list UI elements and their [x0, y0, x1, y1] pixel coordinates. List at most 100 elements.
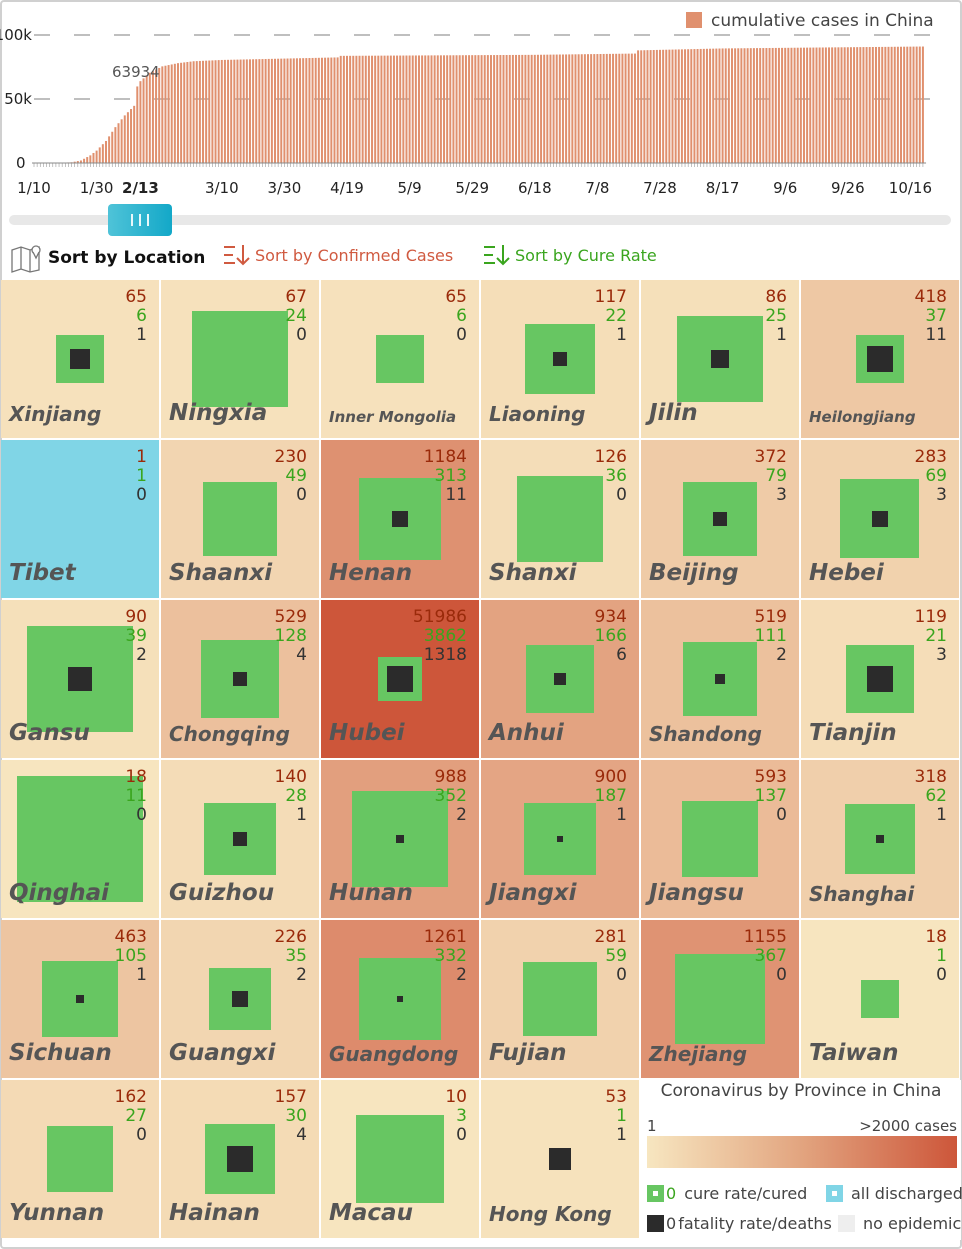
legend-min: 1 [647, 1117, 657, 1135]
x-tick-label: 8/17 [706, 179, 740, 197]
province-counts: 593 137 0 [755, 768, 787, 825]
bar [358, 55, 361, 163]
bar [402, 55, 405, 163]
bar [893, 46, 896, 163]
province-cell[interactable]: 1 1 0 Tibet [1, 440, 159, 598]
fatality-rate-square [232, 991, 248, 1007]
province-cell[interactable]: 529 128 4 Chongqing [161, 600, 319, 758]
province-counts: 283 69 3 [915, 448, 947, 505]
province-name: Hunan [329, 880, 413, 906]
bar [546, 54, 549, 163]
sort-by-confirmed-button[interactable]: Sort by Confirmed Cases [223, 243, 453, 267]
province-cell[interactable]: 90 39 2 Gansu [1, 600, 159, 758]
deaths-count: 0 [936, 965, 947, 985]
province-cell[interactable]: 281 59 0 Fujian [481, 920, 639, 1078]
province-cell[interactable]: 157 30 4 Hainan [161, 1080, 319, 1238]
cured-count: 39 [125, 626, 147, 646]
bar [815, 47, 818, 163]
sort-descending-icon [224, 245, 250, 266]
bar [887, 46, 890, 163]
province-cell[interactable]: 18 11 0 Qinghai [1, 760, 159, 918]
bar [571, 54, 574, 163]
province-cell[interactable]: 230 49 0 Shaanxi [161, 440, 319, 598]
bar [317, 57, 320, 163]
province-cell[interactable]: 519 111 2 Shandong [641, 600, 799, 758]
bar [308, 58, 311, 163]
bar [374, 55, 377, 163]
bar [862, 47, 865, 164]
province-cell[interactable]: 463 105 1 Sichuan [1, 920, 159, 1078]
province-cell[interactable]: 119 21 3 Tianjin [801, 600, 959, 758]
bar [486, 55, 489, 164]
cured-count: 1 [616, 1106, 627, 1126]
bar [652, 50, 655, 164]
bar [274, 58, 277, 163]
bar [117, 123, 120, 163]
x-tick-label: 3/30 [268, 179, 302, 197]
bar [846, 47, 849, 163]
bar [346, 55, 348, 164]
cured-count: 1 [936, 946, 947, 966]
bar [790, 47, 793, 163]
province-cell[interactable]: 65 6 1 Xinjiang [1, 280, 159, 438]
bar [389, 55, 392, 163]
bar [612, 53, 615, 164]
deaths-count: 0 [616, 485, 627, 505]
bar [737, 48, 740, 163]
x-tick-label: 7/28 [643, 179, 677, 197]
province-cell[interactable]: 10 3 0 Macau [321, 1080, 479, 1238]
province-cell[interactable]: 67 24 0 Ningxia [161, 280, 319, 438]
fatality-rate-square [68, 667, 92, 691]
province-cell[interactable]: 418 37 11 Heilongjiang [801, 280, 959, 438]
bar [311, 57, 314, 163]
bar [740, 48, 743, 164]
bar [302, 58, 305, 163]
province-cell[interactable]: 1155 367 0 Zhejiang [641, 920, 799, 1078]
province-cell[interactable]: 934 166 6 Anhui [481, 600, 639, 758]
bar [208, 60, 211, 164]
date-slider-track[interactable] [9, 215, 951, 225]
province-cell[interactable]: 593 137 0 Jiangsu [641, 760, 799, 918]
deaths-count: 0 [136, 805, 147, 825]
bar [399, 55, 402, 163]
province-cell[interactable]: 86 25 1 Jilin [641, 280, 799, 438]
province-cell[interactable]: 1261 332 2 Guangdong [321, 920, 479, 1078]
deaths-count: 1 [616, 325, 627, 345]
province-cell[interactable]: 283 69 3 Hebei [801, 440, 959, 598]
province-cell[interactable]: 53 1 1 Hong Kong [481, 1080, 639, 1238]
bar [511, 54, 514, 163]
province-cell[interactable]: 18 1 0 Taiwan [801, 920, 959, 1078]
bar [349, 55, 352, 163]
province-cell[interactable]: 65 6 0 Inner Mongolia [321, 280, 479, 438]
confirmed-count: 529 [274, 607, 307, 627]
province-name: Yunnan [9, 1200, 105, 1226]
bar [696, 49, 699, 163]
province-cell[interactable]: 126 36 0 Shanxi [481, 440, 639, 598]
province-cell[interactable]: 226 35 2 Guangxi [161, 920, 319, 1078]
sort-by-cure-rate-button[interactable]: Sort by Cure Rate [483, 243, 657, 267]
bar [840, 47, 843, 163]
province-cell[interactable]: 372 79 3 Beijing [641, 440, 799, 598]
sort-by-location-button[interactable]: Sort by Location [10, 243, 205, 273]
bar [508, 54, 511, 163]
bar [568, 54, 571, 163]
deaths-count: 1318 [423, 645, 467, 665]
province-cell[interactable]: 162 27 0 Yunnan [1, 1080, 159, 1238]
bar [596, 54, 599, 163]
province-cell[interactable]: 900 187 1 Jiangxi [481, 760, 639, 918]
province-name: Shandong [649, 722, 762, 746]
province-cell[interactable]: 988 352 2 Hunan [321, 760, 479, 918]
province-cell[interactable]: 318 62 1 Shanghai [801, 760, 959, 918]
province-counts: 230 49 0 [275, 448, 307, 505]
bar [602, 53, 605, 163]
deaths-count: 0 [456, 1125, 467, 1145]
cumulative-cases-chart[interactable]: 1/10 1/30 2/13 3/10 3/30 4/19 5/9 5/29 6/18 7/8 7/… [0, 0, 962, 200]
date-slider-handle[interactable] [108, 204, 172, 236]
province-cell[interactable]: 117 22 1 Liaoning [481, 280, 639, 438]
province-cell[interactable]: 1184 313 11 Henan [321, 440, 479, 598]
bar [198, 60, 201, 164]
province-cell[interactable]: 140 28 1 Guizhou [161, 760, 319, 918]
bar [176, 63, 179, 163]
bar [502, 55, 505, 164]
province-cell[interactable]: 51986 3862 1318 Hubei [321, 600, 479, 758]
